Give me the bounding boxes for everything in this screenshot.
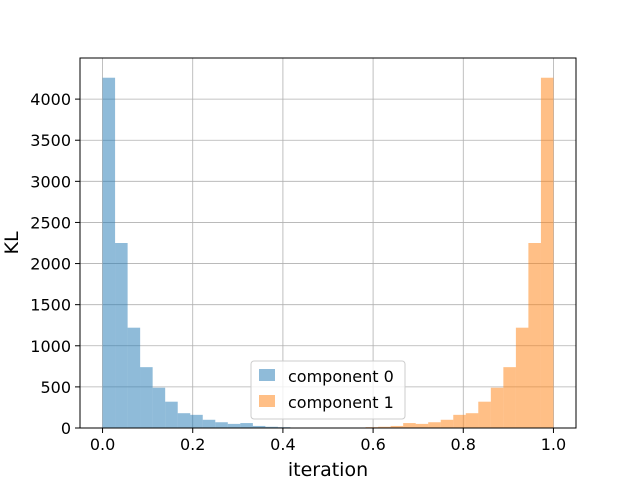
histogram-bar-component-1	[415, 423, 429, 428]
x-axis-ticks: 0.0 0.2 0.4 0.6 0.8 1.0	[90, 428, 566, 454]
legend-box	[250, 360, 406, 420]
histogram-bar-component-1	[390, 425, 404, 428]
histogram-bar-component-1	[478, 401, 491, 428]
histogram-bar-component-1	[540, 77, 554, 428]
histogram-bars	[102, 77, 554, 428]
histogram-bar-component-0	[190, 414, 203, 428]
histogram-bar-component-0	[177, 413, 191, 428]
y-tick-label: 500	[40, 378, 71, 397]
histogram-bar-component-1	[403, 423, 416, 428]
legend-swatch-component-1	[259, 395, 275, 407]
y-tick-label: 2500	[30, 213, 71, 232]
y-tick-label: 4000	[30, 90, 71, 109]
histogram-bar-component-1	[503, 367, 516, 428]
histogram-bar-component-0	[215, 422, 228, 428]
y-tick-label: 3500	[30, 131, 71, 150]
histogram-bar-component-0	[152, 387, 166, 428]
plot-frame	[79, 57, 577, 429]
x-axis-label: iteration	[288, 459, 368, 480]
histogram-bar-component-0	[102, 77, 116, 428]
histogram-bar-component-1	[515, 327, 529, 428]
histogram-bar-component-0	[202, 419, 216, 428]
x-tick-label: 1.0	[541, 435, 566, 454]
legend: component 0 component 1	[250, 360, 406, 420]
x-tick-label: 0.4	[270, 435, 295, 454]
y-tick-label: 1000	[30, 337, 71, 356]
histogram-bar-component-1	[428, 422, 441, 428]
histogram-bar-component-0	[165, 401, 178, 428]
y-axis-ticks: 0 500 1000 1500 2000 2500 3000 3500 4000	[30, 90, 80, 438]
y-tick-label: 3000	[30, 172, 71, 191]
x-tick-label: 0.2	[180, 435, 205, 454]
histogram-bar-component-1	[440, 419, 454, 428]
histogram-bar-component-1	[378, 426, 391, 428]
y-tick-label: 0	[61, 419, 71, 438]
histogram-bar-component-1	[453, 414, 466, 428]
y-axis-label: KL	[1, 231, 23, 254]
histogram-bar-component-0	[140, 367, 153, 428]
histogram-bar-component-0	[127, 327, 141, 428]
histogram-bar-component-1	[490, 387, 504, 428]
x-tick-label: 0.6	[360, 435, 385, 454]
histogram-bar-component-1	[528, 243, 541, 428]
legend-swatch-component-0	[259, 369, 275, 381]
histogram-bar-component-0	[240, 423, 253, 428]
histogram-bar-component-0	[115, 243, 128, 428]
histogram-bar-component-0	[252, 425, 266, 428]
histogram-bar-component-1	[465, 413, 479, 428]
legend-label-component-0: component 0	[288, 367, 394, 386]
y-tick-label: 2000	[30, 255, 71, 274]
x-tick-label: 0.0	[90, 435, 115, 454]
x-tick-label: 0.8	[451, 435, 476, 454]
y-tick-label: 1500	[30, 296, 71, 315]
histogram-bar-component-0	[227, 423, 241, 428]
legend-label-component-1: component 1	[288, 393, 394, 412]
histogram-bar-component-0	[265, 426, 278, 428]
